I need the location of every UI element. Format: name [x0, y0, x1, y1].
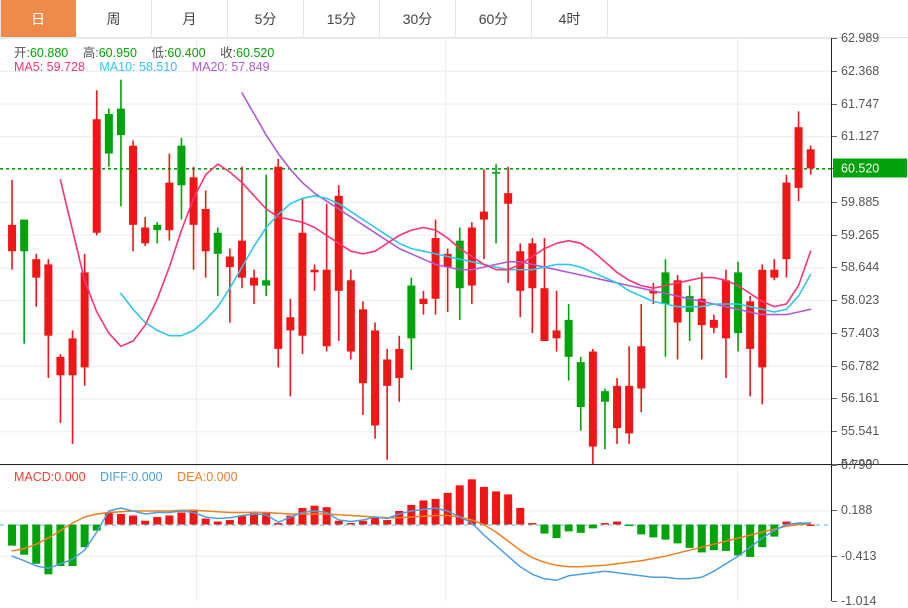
- candlestick-svg: [0, 38, 831, 464]
- price-tick: [832, 267, 837, 269]
- tab-4hour[interactable]: 4时: [532, 0, 608, 37]
- tab-label: 5分: [254, 10, 277, 27]
- current-price-badge: 60.520: [833, 158, 907, 178]
- price-axis-label: 61.747: [841, 96, 880, 111]
- price-axis-label: 59.265: [841, 227, 880, 242]
- price-tick: [832, 136, 837, 138]
- price-plot-area[interactable]: [0, 38, 832, 464]
- price-tick: [832, 201, 837, 203]
- price-axis-label: 62.368: [841, 63, 880, 78]
- price-axis-label: 59.885: [841, 194, 880, 209]
- tab-day[interactable]: 日: [0, 0, 76, 37]
- macd-chart-panel[interactable]: 0.790 0.188 -0.413 -1.014 MACD:0.000 DIFF:0…: [0, 458, 908, 608]
- tab-month[interactable]: 月: [152, 0, 228, 37]
- tab-label: 15分: [326, 10, 357, 27]
- macd-tick: [832, 465, 837, 466]
- price-axis-label: 62.989: [841, 31, 880, 45]
- price-axis-label: 61.127: [841, 129, 880, 144]
- tab-5min[interactable]: 5分: [228, 0, 304, 37]
- macd-y-axis: 0.790 0.188 -0.413 -1.014: [832, 458, 908, 608]
- price-axis-label: 55.541: [841, 424, 880, 439]
- price-tick: [832, 365, 837, 367]
- timeframe-tabbar: 日 周 月 5分 15分 30分 60分 4时: [0, 0, 908, 38]
- tab-60min[interactable]: 60分: [456, 0, 532, 37]
- price-tick: [832, 234, 837, 236]
- price-tick: [832, 431, 837, 433]
- tab-label: 30分: [402, 10, 433, 27]
- macd-tick: [832, 510, 837, 512]
- price-axis-label: 57.403: [841, 325, 880, 340]
- macd-tick: [832, 555, 837, 557]
- tab-label: 4时: [558, 10, 581, 27]
- price-axis-label: 58.023: [841, 293, 880, 308]
- price-tick: [832, 464, 837, 465]
- tab-15min[interactable]: 15分: [304, 0, 380, 37]
- price-y-axis: 62.989 62.368 61.747 61.127 60.520 59.885 59.2…: [832, 31, 908, 471]
- price-axis-label: 56.161: [841, 391, 880, 406]
- tab-30min[interactable]: 30分: [380, 0, 456, 37]
- price-axis-label: 58.644: [841, 260, 880, 275]
- tab-label: 日: [31, 10, 45, 27]
- price-chart-panel[interactable]: 62.989 62.368 61.747 61.127 60.520 59.885 59.2…: [0, 31, 908, 471]
- macd-plot-area[interactable]: [0, 465, 832, 601]
- price-tick: [832, 300, 837, 302]
- price-tick: [832, 70, 837, 72]
- macd-tick: [832, 601, 837, 602]
- tab-label: 月: [182, 10, 197, 27]
- tab-week[interactable]: 周: [76, 0, 152, 37]
- tab-label: 60分: [478, 10, 509, 27]
- price-axis-label: 56.782: [841, 358, 880, 373]
- macd-svg: [0, 465, 831, 601]
- macd-axis-label: 0.790: [841, 458, 873, 472]
- price-tick: [832, 103, 837, 105]
- tab-label: 周: [106, 10, 121, 27]
- macd-axis-label: 0.188: [841, 503, 873, 518]
- macd-axis-label: -0.413: [841, 548, 877, 563]
- macd-axis-label: -1.014: [841, 594, 877, 608]
- price-tick: [832, 332, 837, 334]
- price-tick: [832, 398, 837, 400]
- price-tick: [832, 38, 837, 39]
